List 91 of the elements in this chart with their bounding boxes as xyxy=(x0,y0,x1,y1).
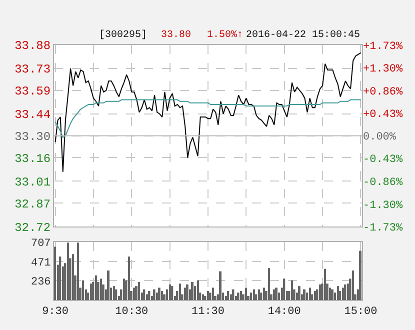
bar xyxy=(77,242,79,300)
bar xyxy=(329,288,331,300)
bar xyxy=(113,286,115,300)
y-tick-label: 33.88 xyxy=(14,39,51,54)
bar xyxy=(123,278,125,300)
bar xyxy=(54,246,56,300)
y-tick-label: 32.87 xyxy=(14,197,51,212)
bar xyxy=(309,288,311,300)
y2-tick-label: +0.86% xyxy=(363,86,404,99)
x-tick-label: 9:30 xyxy=(42,306,68,318)
line-series xyxy=(54,99,362,138)
y-tick-label: 707 xyxy=(30,238,51,250)
y2-tick-label: +0.43% xyxy=(363,109,404,122)
bar xyxy=(219,271,222,300)
bar xyxy=(95,275,97,300)
bar xyxy=(202,294,204,300)
bar xyxy=(344,284,346,300)
bar xyxy=(275,288,278,300)
y-tick-label: 33.16 xyxy=(14,152,51,166)
y2-tick-label: -0.86% xyxy=(363,176,404,189)
y2-tick-label: +1.30% xyxy=(363,63,404,76)
y-tick-label: 32.72 xyxy=(14,220,51,235)
bar xyxy=(245,288,247,300)
bar xyxy=(148,290,150,300)
x-tick-label: 14:00 xyxy=(268,306,301,318)
bar xyxy=(273,289,275,300)
bar xyxy=(352,270,354,300)
text: [300295] xyxy=(99,29,148,41)
bar xyxy=(115,289,118,300)
bar xyxy=(303,289,306,300)
bar xyxy=(184,288,186,300)
x-tick-label: 11:30 xyxy=(191,306,225,318)
y-tick-label: 33.73 xyxy=(14,62,51,77)
bar xyxy=(72,254,74,300)
bar xyxy=(100,278,102,300)
bar xyxy=(253,289,255,300)
x-tick-label: 10:30 xyxy=(115,306,148,318)
bar xyxy=(324,268,326,300)
bar xyxy=(158,288,160,300)
bar xyxy=(250,292,252,300)
text: 1.50%↑ xyxy=(207,30,244,41)
y2-tick-label: -1.73% xyxy=(363,222,404,234)
bar xyxy=(133,288,135,300)
bar xyxy=(258,289,260,300)
bar xyxy=(197,280,199,300)
bar xyxy=(342,288,344,300)
bar xyxy=(82,280,84,300)
y-tick-label: 471 xyxy=(30,257,52,270)
line-series xyxy=(54,52,362,172)
bar xyxy=(186,284,188,300)
bar xyxy=(143,289,146,300)
bar xyxy=(135,286,138,300)
bar xyxy=(107,270,110,300)
bar xyxy=(171,286,174,300)
y2-tick-label: 0.00% xyxy=(363,132,396,144)
y-tick-label: 33.44 xyxy=(14,108,51,122)
bar xyxy=(191,282,194,300)
y-tick-label: 33.30 xyxy=(14,130,51,144)
bar xyxy=(227,290,230,300)
bar xyxy=(128,256,130,300)
bar xyxy=(67,242,69,300)
bar xyxy=(268,268,270,300)
y-tick-label: 33.01 xyxy=(14,175,51,190)
y2-tick-label: -0.43% xyxy=(363,154,404,166)
bar xyxy=(90,284,92,300)
y-tick-label: 236 xyxy=(30,276,51,289)
bar xyxy=(207,290,209,300)
bar xyxy=(359,250,362,300)
x-tick-label: 15:00 xyxy=(344,306,378,318)
bar xyxy=(237,292,240,300)
bar xyxy=(314,290,316,300)
bar xyxy=(240,290,242,300)
bar xyxy=(169,284,171,300)
bar xyxy=(212,288,214,300)
y2-tick-label: -1.30% xyxy=(363,200,404,212)
bar xyxy=(153,289,156,300)
text: 2016-04-22 15:00:45 xyxy=(246,30,360,41)
bar xyxy=(291,280,293,300)
bar xyxy=(138,282,140,300)
bar xyxy=(161,290,163,300)
bar xyxy=(263,288,265,300)
bar xyxy=(59,256,62,300)
bar xyxy=(179,284,181,300)
bar xyxy=(337,286,339,300)
bar xyxy=(283,278,286,300)
y2-tick-label: +1.73% xyxy=(363,40,404,53)
bar xyxy=(298,286,300,300)
bar xyxy=(331,289,334,300)
y-tick-label: 33.59 xyxy=(14,84,51,99)
text: 33.80 xyxy=(161,30,192,41)
bar xyxy=(319,284,321,300)
